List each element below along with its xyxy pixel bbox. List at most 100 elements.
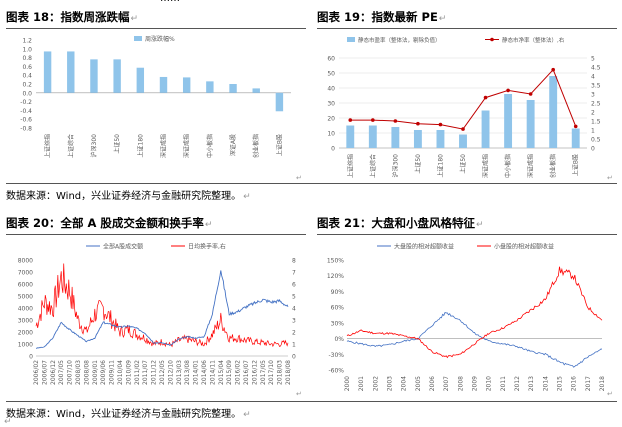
bar: [346, 125, 355, 148]
y-tick-label: 0: [331, 146, 335, 153]
x-tick-label: 上证B股: [572, 154, 580, 176]
paragraph-mark: ↵: [476, 220, 484, 230]
bar: [43, 51, 52, 93]
legend-label: 日均换手率,右: [188, 243, 226, 251]
y-tick-label: 3000: [18, 318, 33, 325]
y2-tick-label: 2.5: [591, 101, 601, 108]
x-tick-label: 2014/06: [201, 360, 208, 385]
series-point: [438, 122, 443, 127]
x-tick-label: 2016/02: [235, 360, 242, 385]
x-tick-label: 2012/10: [167, 360, 174, 385]
x-tick-label: 2014: [542, 376, 549, 391]
series-point: [506, 88, 510, 93]
x-tick-label: 2011/12: [151, 360, 158, 385]
y2-tick-label: 4: [292, 306, 296, 313]
y2-tick-label: 8: [292, 258, 296, 265]
x-tick-label: 上证B股: [275, 134, 283, 156]
y-tick-label: 5000: [18, 294, 33, 301]
top-cropped-text: ……: [160, 0, 180, 4]
y-tick-label: 0.8: [22, 55, 32, 62]
y2-tick-label: 3: [591, 92, 595, 99]
chart-18-title: 图表 18：指数周涨跌幅↵: [6, 9, 138, 25]
y-tick-label: 50: [327, 71, 335, 78]
x-tick-label: 2002: [372, 376, 379, 391]
bar: [504, 94, 513, 148]
chart-20: 全部A股成交额 日均换手率,右80007000600050004000300020…: [18, 243, 302, 399]
paragraph-mark: ↵: [243, 410, 251, 420]
x-tick-label: 沪深300: [391, 154, 399, 178]
x-tick-label: 上证50: [414, 154, 422, 174]
y-tick-label: 2000: [18, 330, 33, 337]
bar: [229, 84, 237, 93]
x-tick-label: 2013/03: [176, 360, 183, 385]
paragraph-mark-small: ↵: [607, 174, 613, 182]
x-tick-label: 2011/02: [134, 360, 141, 385]
x-tick-label: 上证50: [459, 154, 467, 174]
x-tick-label: 2005: [415, 376, 422, 391]
x-tick-label: 2011: [500, 376, 507, 391]
x-tick-label: 2016: [571, 376, 578, 391]
x-tick-label: 2010: [486, 376, 493, 391]
legend-label: 大盘股的相对超额收益: [394, 243, 454, 251]
bar: [391, 127, 400, 148]
series-line-small-cap: [346, 266, 603, 359]
x-tick-label: 2014/01: [193, 360, 200, 385]
chart-20-title-text: 图表 20：全部 A 股成交金额和换手率: [6, 216, 204, 230]
x-tick-label: 2008/03: [75, 360, 82, 385]
y-tick-label: 1.2: [22, 38, 32, 45]
paragraph-mark-small: ↵: [296, 174, 302, 182]
series-point: [528, 92, 533, 96]
series-point: [551, 67, 555, 72]
bar: [481, 110, 490, 148]
rule-18-top: [6, 28, 306, 29]
x-tick-label: 2007/05: [58, 360, 65, 385]
x-tick-label: 2001: [358, 376, 365, 391]
x-tick-label: 沪深300: [90, 134, 98, 158]
x-tick-label: 中小板指: [206, 134, 214, 158]
y-tick-label: -0.2: [20, 99, 32, 106]
y-tick-label: 20: [327, 116, 335, 123]
legend-label: 静态市盈率（整体法，剔除负值）: [358, 36, 441, 44]
y-tick-label: 30: [327, 101, 335, 108]
chart-21-title-text: 图表 21：大盘和小盘风格特征: [317, 216, 476, 230]
x-tick-label: 2013: [528, 376, 535, 391]
y-tick-label: 1.0: [22, 46, 32, 53]
x-tick-label: 2015: [557, 376, 564, 391]
x-tick-label: 2012: [514, 376, 521, 391]
x-tick-label: 上证180: [436, 154, 444, 178]
bar: [90, 59, 98, 93]
y-tick-label: 30%: [331, 320, 345, 327]
y2-tick-label: 6: [292, 282, 296, 289]
source-note-1-text: 数据来源：Wind，兴业证券经济与金融研究院整理。: [6, 191, 242, 202]
legend-label: 小盘股的相对超额收益: [494, 243, 554, 251]
y2-tick-label: 2: [591, 110, 595, 117]
y-tick-label: 150%: [327, 258, 344, 265]
y-tick-label: -30%: [328, 352, 344, 359]
chart-18: 周涨跌幅% 1.21.0 0.8 0.6 0.4 0.20.0 -0.2 -0.4 -0.6 -0…: [20, 35, 302, 182]
x-tick-label: 2011/07: [142, 360, 149, 385]
legend-swatch: [347, 37, 355, 42]
legend-marker: [490, 37, 494, 42]
paragraph-mark: ↵: [130, 14, 139, 24]
rule-20-top: [6, 234, 306, 235]
y-tick-label: 120%: [327, 273, 344, 280]
rule-18-bottom: [6, 183, 617, 184]
bar: [252, 88, 260, 93]
y-tick-label: 10: [327, 131, 335, 138]
bar: [436, 130, 445, 148]
y-tick-label: 0: [29, 354, 33, 361]
x-tick-label: 2009: [472, 376, 479, 391]
x-tick-label: 2013/08: [184, 360, 191, 385]
x-tick-label: 2009/01: [92, 360, 99, 385]
y-tick-label: 0.2: [22, 82, 32, 89]
series-point: [573, 124, 578, 129]
y2-tick-label: 1: [292, 342, 296, 349]
y2-tick-label: 0: [292, 354, 296, 361]
y2-tick-label: 2: [292, 330, 296, 337]
x-tick-label: 2007: [443, 376, 450, 391]
y2-tick-label: 7: [292, 270, 296, 277]
x-tick-label: 2003: [387, 376, 394, 391]
chart-21-title: 图表 21：大盘和小盘风格特征↵: [317, 215, 484, 231]
x-tick-label: 2006/12: [50, 360, 57, 385]
bar: [113, 59, 121, 93]
